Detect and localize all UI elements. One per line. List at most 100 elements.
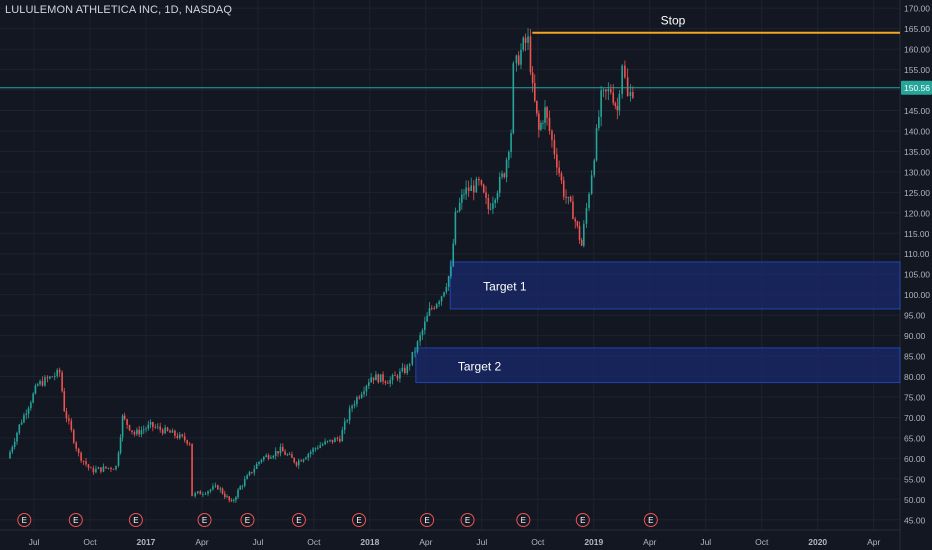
candle-body: [44, 377, 46, 386]
candle-body: [501, 173, 503, 177]
candle-body: [367, 382, 370, 386]
target-zone: [415, 347, 901, 384]
candle-body: [110, 467, 112, 470]
x-tick-label: Apr: [195, 537, 208, 547]
candle-body: [161, 429, 164, 434]
candle-body: [156, 426, 159, 428]
x-tick-label: Apr: [419, 537, 432, 547]
y-tick-label: 90.00: [904, 331, 926, 341]
candle-body: [58, 369, 61, 373]
earnings-marker-label: E: [296, 516, 301, 525]
earnings-marker-circle: [420, 513, 435, 527]
candle-body: [270, 457, 272, 459]
earnings-marker: E: [420, 513, 435, 527]
y-tick-label: 145.00: [904, 106, 930, 116]
candle-body: [456, 210, 459, 212]
stop-label: Stop: [661, 14, 686, 28]
candle-body: [265, 455, 267, 457]
candle-body: [263, 456, 265, 460]
candle-body: [90, 467, 92, 469]
candle-body: [572, 201, 574, 220]
candle-body: [463, 194, 465, 196]
candle-body: [389, 380, 391, 384]
x-tick-label: Jul: [476, 537, 487, 547]
candle-body: [11, 447, 14, 452]
earnings-marker-label: E: [465, 516, 470, 525]
candle-body: [300, 460, 302, 462]
candle-body: [112, 469, 115, 470]
x-tick-label: 2017: [136, 537, 155, 547]
candle-body: [406, 365, 409, 373]
candle-body: [496, 192, 499, 200]
candle-body: [68, 418, 70, 421]
candle-body: [343, 421, 346, 430]
candle-body: [199, 491, 202, 495]
candle-body: [562, 180, 565, 197]
candle-body: [450, 266, 452, 277]
candle-body: [277, 451, 279, 454]
earnings-marker-circle: [240, 513, 255, 527]
candle-body: [365, 385, 368, 392]
candle-body: [154, 426, 157, 428]
candle-body: [346, 420, 348, 422]
candle-body: [223, 493, 226, 498]
candle-body: [255, 464, 258, 469]
earnings-marker: E: [460, 513, 475, 527]
candle-body: [243, 479, 246, 486]
candle-body: [174, 430, 176, 436]
candle-body: [36, 384, 39, 386]
candle-body: [480, 180, 483, 185]
candle-body: [548, 117, 551, 131]
candle-body: [117, 452, 120, 466]
candle-body: [87, 464, 90, 468]
y-tick-label: 140.00: [904, 126, 930, 136]
candle-body: [9, 451, 11, 459]
earnings-marker-circle: [17, 513, 32, 527]
candle-body: [524, 37, 527, 43]
candle-body: [522, 37, 525, 50]
candle-body: [149, 422, 152, 425]
candle-body: [560, 173, 563, 181]
candle-body: [454, 211, 457, 244]
candle-body: [605, 89, 607, 92]
candle-body: [498, 176, 501, 193]
x-tick-label: Oct: [83, 537, 97, 547]
candle-body: [588, 193, 590, 209]
candle-body: [538, 113, 540, 130]
candle-body: [326, 440, 329, 442]
candle-body: [546, 107, 548, 118]
candle-body: [551, 130, 553, 141]
candle-body: [92, 468, 95, 473]
candle-body: [485, 192, 487, 199]
candle-body: [133, 431, 136, 435]
y-tick-label: 95.00: [904, 311, 926, 321]
candle-body: [414, 351, 416, 353]
candle-body: [520, 49, 522, 65]
candle-body: [169, 430, 171, 433]
earnings-marker-circle: [643, 513, 658, 527]
candle-body: [13, 441, 16, 448]
earnings-marker: E: [68, 513, 83, 527]
y-tick-label: 55.00: [904, 474, 926, 484]
candle-body: [302, 459, 305, 462]
earnings-marker: E: [240, 513, 255, 527]
candle-body: [616, 106, 619, 111]
candle-body: [482, 184, 485, 193]
candle-body: [191, 443, 193, 497]
candle-body: [353, 404, 356, 406]
candle-body: [181, 434, 184, 437]
candle-body: [53, 375, 56, 377]
candle-body: [358, 397, 361, 399]
candle-body: [470, 185, 473, 192]
candle-body: [102, 466, 105, 472]
y-tick-label: 120.00: [904, 208, 930, 218]
candle-body: [475, 178, 478, 193]
current-price-label: 150.56: [904, 83, 930, 93]
candle-body: [578, 225, 581, 240]
symbol-title[interactable]: LULULEMON ATHLETICA INC, 1D, NASDAQ: [5, 4, 233, 16]
candle-body: [147, 424, 150, 429]
candle-body: [329, 439, 331, 441]
candle-body: [356, 397, 358, 405]
candle-body: [600, 90, 602, 118]
